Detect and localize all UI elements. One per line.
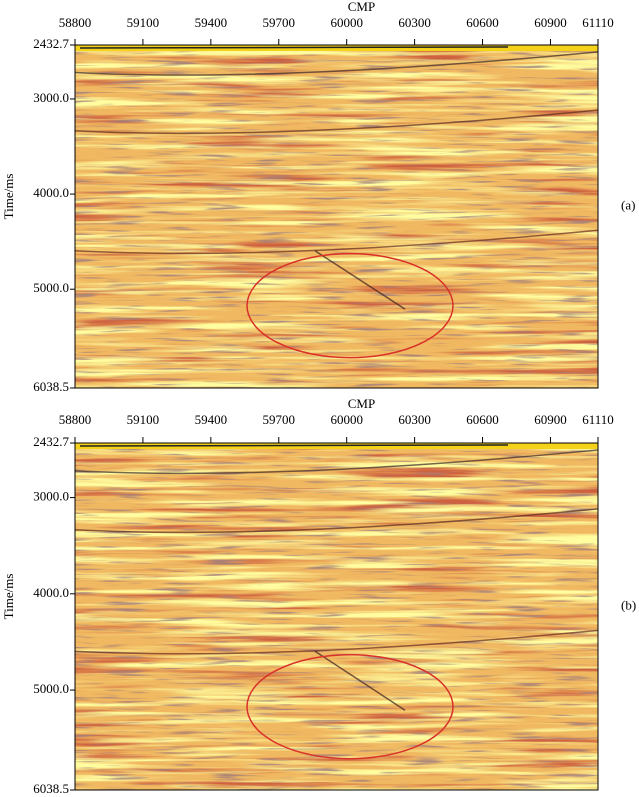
y-tick-label: 6038.5 (33, 781, 69, 796)
x-tick-label: 61110 (582, 15, 614, 30)
fault (314, 250, 406, 310)
reflector (74, 109, 599, 135)
plot-frame (74, 44, 599, 389)
x-tick-label: 58800 (59, 412, 92, 427)
y-axis-title: Time/ms (1, 174, 16, 220)
seismic-texture-dark (75, 45, 598, 388)
y-tick-label: 3000.0 (33, 90, 69, 105)
x-tick-label: 59400 (195, 412, 228, 427)
reflector (74, 449, 599, 475)
y-tick-label: 2432.7 (33, 36, 69, 51)
reflector (74, 629, 599, 655)
x-tick-label: 60600 (466, 412, 499, 427)
reflector (74, 51, 599, 76)
seabed-line (79, 444, 509, 447)
y-axis-title: Time/ms (1, 574, 16, 620)
x-axis-title: CMP (348, 0, 375, 14)
panel-label: (b) (621, 597, 636, 612)
x-tick-label: 59100 (127, 412, 160, 427)
y-tick-label: 6038.5 (33, 379, 69, 394)
seismic-panel: 58800 59100 59400 59700 60000 60300 60600 60900… (1, 0, 635, 394)
x-tick-label: 59700 (263, 412, 296, 427)
seismic-panel: 58800 59100 59400 59700 60000 60300 60600 60900… (1, 396, 636, 796)
x-tick-label: 60300 (398, 412, 431, 427)
seabed-line (79, 46, 509, 49)
reflector (74, 229, 599, 255)
fault (314, 650, 406, 711)
x-tick-label: 60000 (330, 15, 363, 30)
x-axis-title: CMP (348, 396, 375, 411)
x-tick-label: 60900 (534, 412, 567, 427)
y-tick-label: 5000.0 (33, 681, 69, 696)
x-tick-label: 59100 (127, 15, 160, 30)
x-tick-label: 61110 (582, 412, 614, 427)
reflector (74, 508, 599, 534)
x-tick-label: 59400 (195, 15, 228, 30)
annotation-ellipse (246, 653, 454, 760)
x-tick-label: 60000 (330, 412, 363, 427)
y-tick-label: 2432.7 (33, 434, 69, 449)
x-tick-label: 58800 (59, 15, 92, 30)
y-tick-label: 4000.0 (33, 185, 69, 200)
seismic-texture-dark (75, 443, 598, 790)
plot-frame (74, 442, 599, 791)
annotation-ellipse (246, 252, 454, 359)
panel-label: (a) (621, 197, 635, 212)
y-tick-label: 5000.0 (33, 280, 69, 295)
y-tick-label: 3000.0 (33, 489, 69, 504)
x-tick-label: 60300 (398, 15, 431, 30)
x-tick-label: 59700 (263, 15, 296, 30)
y-tick-label: 4000.0 (33, 585, 69, 600)
x-tick-label: 60900 (534, 15, 567, 30)
x-tick-label: 60600 (466, 15, 499, 30)
